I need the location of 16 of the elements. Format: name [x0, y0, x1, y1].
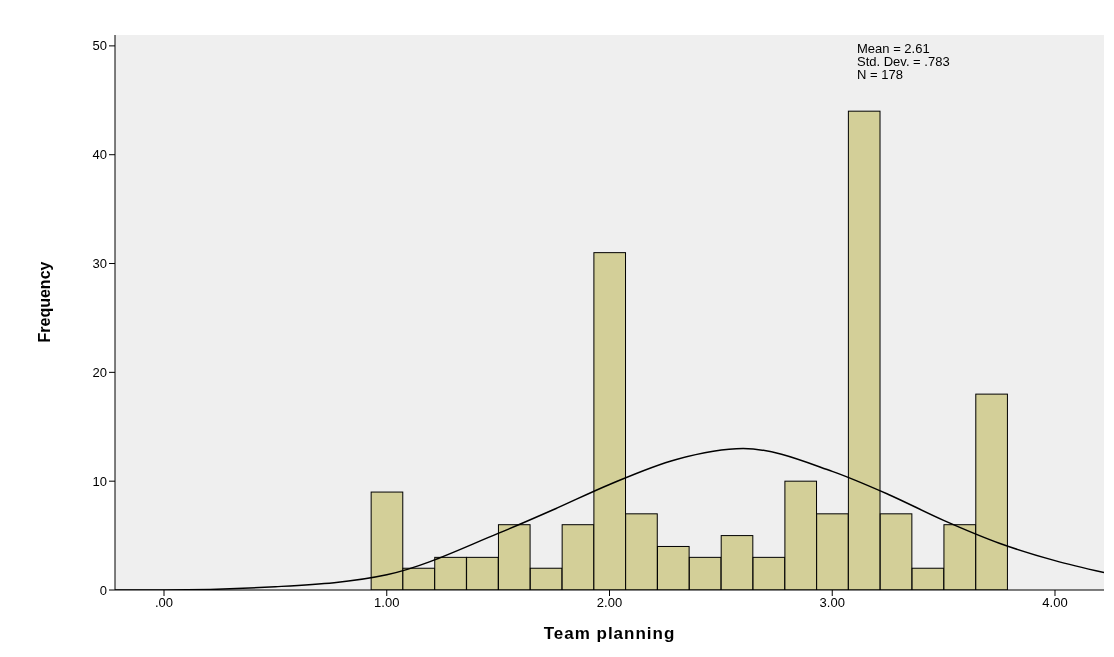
y-tick-label: 20: [92, 364, 107, 380]
y-axis-title: Frequency: [36, 260, 54, 345]
annotation: Mean = 2.61: [857, 41, 931, 56]
x-tick-label: 1.00: [374, 595, 400, 611]
x-tick-label: 2.00: [596, 595, 623, 611]
x-tick-label: 4.00: [1042, 595, 1068, 611]
x-tick-label: 3.00: [819, 595, 845, 611]
x-tick-label: .00: [154, 595, 174, 611]
annotation: N = 178: [857, 67, 904, 82]
y-tick-label: 0: [99, 582, 107, 598]
x-axis-title: Team planning: [542, 624, 677, 644]
y-tick-label: 10: [92, 473, 107, 489]
y-tick-label: 30: [92, 256, 107, 272]
y-tick-label: 50: [92, 38, 107, 54]
annotation: Std. Dev. = .783: [857, 54, 950, 69]
y-tick-label: 40: [92, 147, 107, 163]
